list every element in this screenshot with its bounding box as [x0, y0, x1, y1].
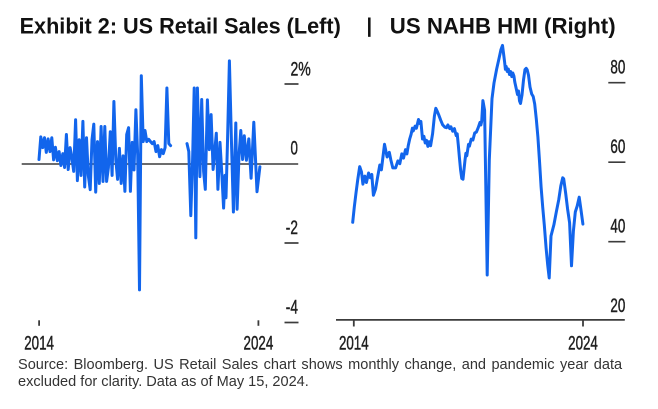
svg-text:2014: 2014: [339, 333, 369, 354]
svg-text:-4: -4: [286, 297, 298, 318]
svg-text:80: 80: [610, 58, 625, 79]
svg-text:60: 60: [610, 137, 625, 158]
svg-text:0: 0: [291, 138, 298, 159]
svg-text:2014: 2014: [24, 333, 54, 354]
svg-text:-2: -2: [286, 218, 298, 239]
svg-text:2%: 2%: [291, 59, 311, 80]
svg-text:40: 40: [610, 217, 625, 238]
svg-text:2024: 2024: [568, 333, 598, 354]
svg-text:US NAHB HMI (Right): US NAHB HMI (Right): [390, 13, 616, 38]
svg-text:20: 20: [610, 296, 625, 317]
svg-text:|: |: [366, 16, 372, 38]
svg-text:2024: 2024: [244, 333, 274, 354]
svg-text:Exhibit 2: US Retail Sales (Le: Exhibit 2: US Retail Sales (Left): [20, 13, 341, 38]
